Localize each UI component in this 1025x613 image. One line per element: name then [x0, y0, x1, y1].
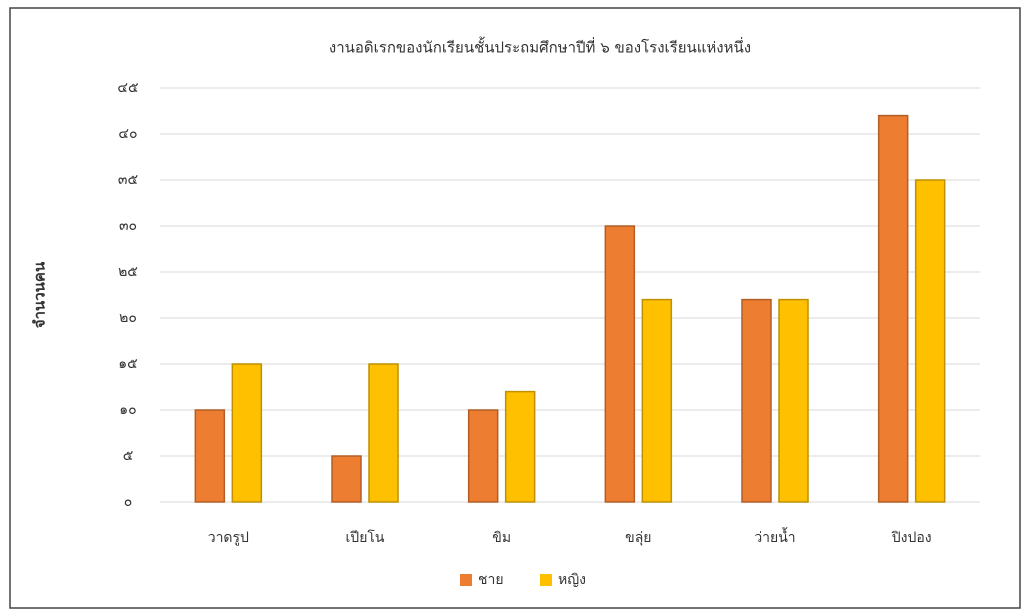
bar [914, 179, 946, 503]
bar [194, 409, 226, 503]
legend-swatch [460, 574, 472, 586]
legend-swatch [540, 574, 552, 586]
chart-title: งานอดิเรกของนักเรียนชั้นประถมศึกษาปีที่ … [329, 37, 751, 57]
y-tick-label: ๓๐ [119, 218, 137, 234]
bar [504, 390, 536, 503]
x-tick-label: เปียโน [346, 529, 385, 546]
y-tick-label: ๕ [123, 448, 134, 464]
bar [778, 298, 809, 503]
bar [641, 298, 673, 503]
y-tick-label: ๓๕ [118, 172, 138, 188]
bar [741, 298, 772, 503]
x-tick-label: ว่ายน้ำ [754, 527, 795, 546]
y-tick-label: ๔๐ [118, 126, 137, 142]
y-tick-label: ๑๕ [118, 356, 137, 372]
bar [604, 225, 636, 503]
bar [467, 409, 499, 503]
x-tick-label: ขิม [492, 530, 511, 546]
legend-label: ชาย [478, 572, 504, 588]
y-axis-label: จำนวนคน [31, 261, 49, 328]
y-tick-label: ๔๕ [117, 80, 138, 96]
bar [231, 363, 263, 503]
y-tick-label: ๐ [124, 494, 133, 510]
chart-frame [9, 7, 1021, 609]
bar [877, 114, 909, 503]
legend-label: หญิง [558, 572, 586, 588]
y-tick-label: ๒๕ [118, 264, 138, 280]
x-tick-label: ขลุ่ย [625, 530, 651, 546]
x-tick-label: วาดรูป [208, 530, 249, 546]
y-tick-label: ๒๐ [119, 310, 137, 326]
y-tick-label: ๑๐ [119, 402, 136, 418]
bar [331, 455, 362, 503]
bar [368, 363, 399, 503]
x-tick-label: ปิงปอง [891, 530, 931, 546]
